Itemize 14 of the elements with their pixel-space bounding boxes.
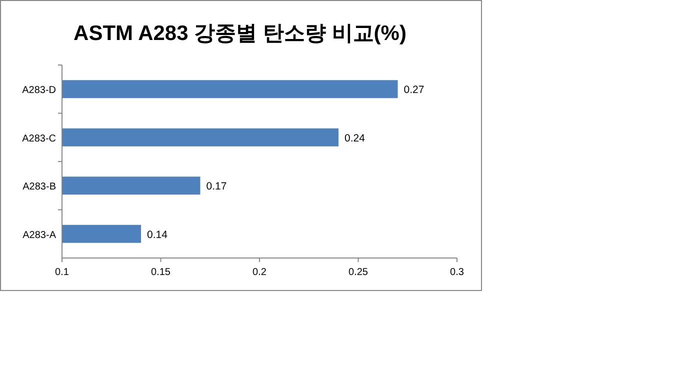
data-label: 0.27 [404,84,424,96]
x-tick-label: 0.2 [252,267,267,278]
y-tick-label: A283-B [22,182,56,193]
x-tick-label: 0.3 [450,267,464,278]
y-tick-label: A283-A [22,230,56,241]
x-tick-label: 0.1 [55,267,70,278]
x-tick-label: 0.25 [348,267,368,278]
data-label: 0.24 [344,132,366,144]
y-tick-label: A283-D [22,85,56,96]
y-tick-label: A283-C [22,133,56,144]
data-label: 0.17 [206,180,227,193]
x-tick-label: 0.15 [151,267,171,278]
data-label: 0.14 [147,228,168,241]
chart-title: ASTM A283 강종별 탄소량 비교(%) [74,22,406,45]
